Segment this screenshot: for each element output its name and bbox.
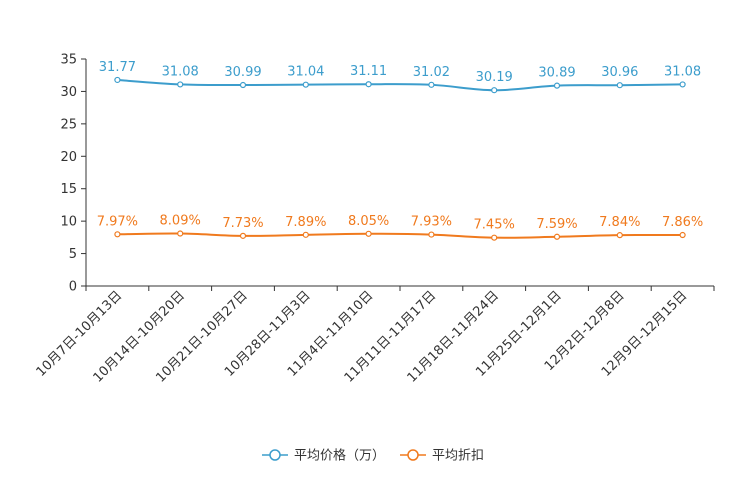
data-point — [679, 231, 686, 239]
y-tick-label: 10 — [60, 215, 77, 230]
legend-marker-1 — [269, 449, 281, 461]
data-point — [616, 232, 623, 239]
data-label: 7.45% — [474, 218, 515, 233]
data-point — [302, 231, 309, 238]
data-point — [114, 231, 121, 238]
legend-label-1: 平均价格（万） — [294, 448, 385, 464]
data-label: 31.77 — [99, 60, 136, 75]
data-point — [616, 82, 623, 89]
data-point — [679, 81, 686, 88]
y-tick-label: 35 — [60, 53, 77, 68]
y-tick-label: 30 — [60, 85, 77, 100]
data-label: 7.89% — [285, 215, 326, 230]
data-point — [365, 230, 372, 237]
y-tick-label: 25 — [60, 117, 77, 132]
data-label: 31.08 — [162, 64, 199, 79]
legend-label-2: 平均折扣 — [432, 449, 484, 464]
data-point — [365, 81, 372, 88]
data-label: 31.08 — [664, 64, 701, 79]
y-tick-label: 20 — [60, 150, 77, 165]
data-label: 7.59% — [536, 217, 577, 232]
data-point — [239, 232, 247, 239]
legend-marker-2 — [407, 449, 419, 461]
y-tick-label: 15 — [60, 182, 77, 197]
data-label: 7.86% — [662, 215, 703, 230]
data-point — [428, 231, 435, 238]
data-label: 31.04 — [287, 65, 324, 80]
y-tick-label: 5 — [69, 247, 77, 262]
series-line-2 — [117, 232, 683, 239]
data-point — [553, 82, 561, 89]
data-point — [239, 81, 247, 89]
data-point — [177, 81, 184, 88]
data-point — [491, 234, 498, 241]
data-label: 30.89 — [538, 66, 575, 81]
data-label: 30.99 — [224, 65, 261, 80]
data-label: 30.96 — [601, 65, 638, 80]
data-point — [177, 230, 184, 237]
data-label: 8.05% — [348, 214, 389, 229]
data-label: 8.09% — [160, 214, 201, 229]
series-line-1 — [117, 78, 683, 92]
data-label: 7.93% — [411, 215, 452, 230]
y-tick-label: 0 — [69, 280, 77, 295]
data-point — [553, 233, 561, 240]
data-point — [114, 76, 121, 84]
data-label: 7.97% — [97, 214, 138, 229]
data-point — [302, 81, 309, 88]
data-label: 30.19 — [476, 70, 513, 85]
data-point — [491, 87, 498, 94]
data-label: 7.84% — [599, 215, 640, 230]
data-label: 31.11 — [350, 64, 387, 79]
data-label: 7.73% — [222, 216, 263, 231]
data-point — [428, 81, 435, 88]
data-label: 31.02 — [413, 65, 450, 80]
